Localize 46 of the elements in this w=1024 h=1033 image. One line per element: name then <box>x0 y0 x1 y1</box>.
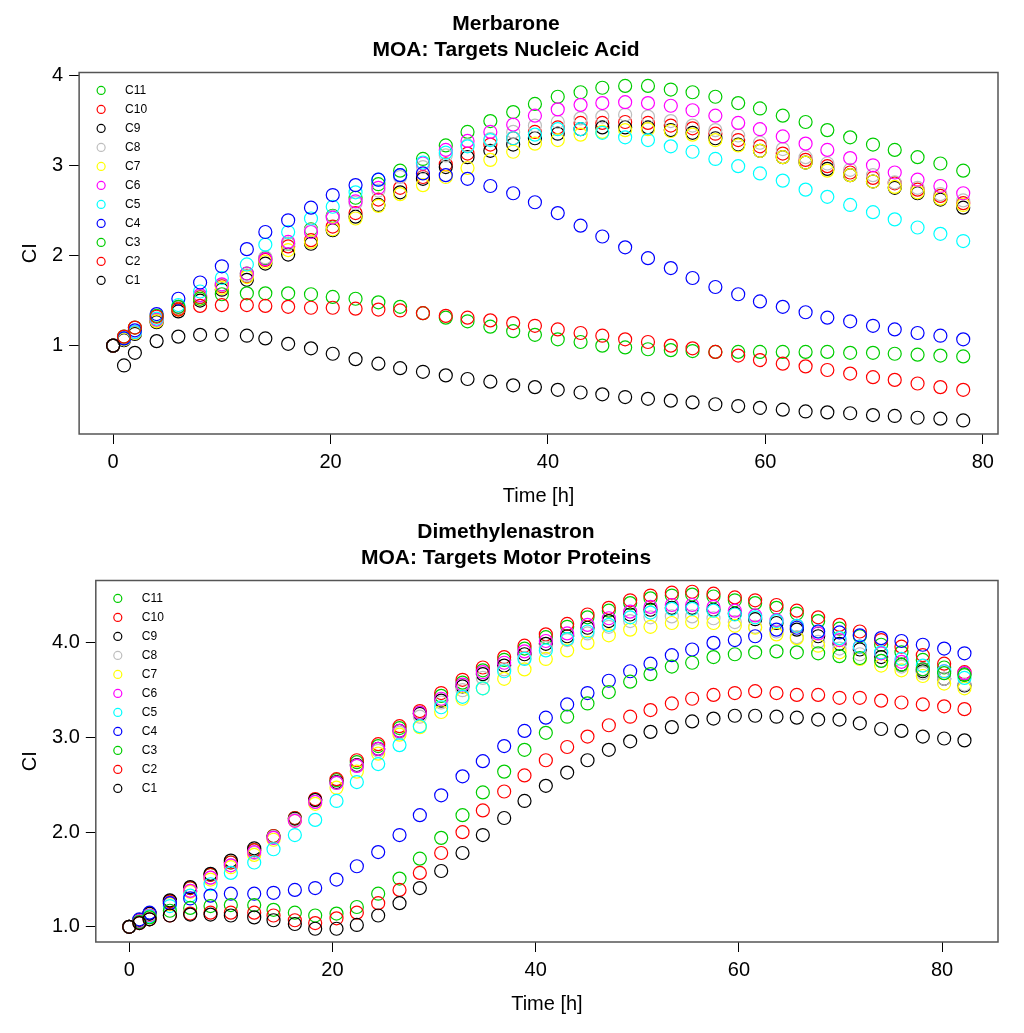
legend-label: C10 <box>125 101 148 116</box>
legend-label: C9 <box>141 628 158 643</box>
legend-label: C10 <box>141 609 165 624</box>
legend-label: C7 <box>125 158 141 173</box>
legend-label: C8 <box>125 139 141 154</box>
x-axis-title: Time [h] <box>502 483 575 506</box>
y-tick-label: 1.0 <box>51 914 80 937</box>
y-tick-label: 1 <box>52 333 64 356</box>
legend-label: C8 <box>141 647 158 662</box>
y-axis-title: CI <box>17 243 40 264</box>
legend-label: C6 <box>141 685 158 700</box>
legend-label: C3 <box>125 234 141 249</box>
legend-label: C7 <box>141 666 158 681</box>
x-axis-title: Time [h] <box>511 991 583 1014</box>
legend-label: C11 <box>141 590 164 605</box>
y-tick-label: 3.0 <box>51 725 80 748</box>
chart-title: Merbarone MOA: Targets Nucleic Acid <box>372 11 640 60</box>
y-tick-label: 4.0 <box>51 630 80 653</box>
chart-title: Dimethylenastron MOA: Targets Motor Proteins <box>360 519 652 568</box>
legend-label: C3 <box>141 742 158 757</box>
y-tick-label: 3 <box>52 152 64 175</box>
y-tick-label: 4 <box>52 62 64 85</box>
legend-label: C4 <box>141 723 158 738</box>
legend-label: C6 <box>125 177 141 192</box>
legend-label: C1 <box>125 272 141 287</box>
legend-label: C2 <box>125 253 141 268</box>
x-tick-label: 80 <box>971 449 994 472</box>
x-tick-label: 40 <box>536 449 560 472</box>
y-axis-title: CI <box>17 751 40 772</box>
legend-label: C9 <box>125 120 141 135</box>
legend-label: C2 <box>141 761 158 776</box>
x-tick-label: 40 <box>524 957 547 980</box>
x-tick-label: 0 <box>123 957 135 980</box>
x-tick-label: 80 <box>930 957 954 980</box>
legend-label: C5 <box>141 704 158 719</box>
y-tick-label: 2 <box>52 242 64 265</box>
y-tick-label: 2.0 <box>51 819 80 842</box>
legend-label: C4 <box>125 215 141 230</box>
x-tick-label: 60 <box>727 957 751 980</box>
legend-label: C11 <box>125 82 147 97</box>
x-tick-label: 20 <box>321 957 344 980</box>
x-tick-label: 20 <box>319 449 342 472</box>
legend-label: C1 <box>141 780 158 795</box>
x-tick-label: 60 <box>754 449 777 472</box>
legend-label: C5 <box>125 196 141 211</box>
x-tick-label: 0 <box>107 449 119 472</box>
